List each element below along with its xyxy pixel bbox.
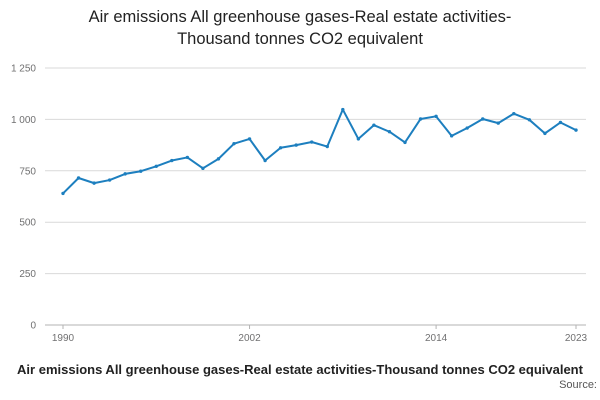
chart-title-line1: Air emissions All greenhouse gases-Real … [88,8,512,26]
data-point [465,126,469,130]
x-tick-label: 1990 [52,333,75,344]
y-tick-label: 0 [30,321,36,332]
x-tick-label: 2023 [565,333,588,344]
y-gridlines [45,67,586,326]
x-tick-label: 2014 [425,333,448,344]
data-point [418,117,423,121]
data-point [527,118,532,122]
emissions-line-series [61,107,578,196]
data-point [558,120,563,125]
data-point [123,172,127,176]
y-tick-label: 1 000 [11,115,36,126]
emissions-line [62,108,577,195]
data-point [434,114,438,119]
y-axis-labels: 0 250 500 750 1 000 1 250 [11,64,36,332]
data-point [372,123,376,127]
footer-caption-text: Air emissions All greenhouse gases-Real … [17,362,583,377]
footer-caption: Air emissions All greenhouse gases-Real … [0,361,600,379]
data-point [232,141,236,146]
data-point [216,157,221,161]
data-point [481,117,485,121]
data-point [341,107,345,112]
data-point [201,166,205,171]
y-tick-label: 1 250 [11,64,36,75]
data-point [449,134,454,138]
data-point [278,146,283,150]
data-point [325,144,329,149]
chart-title-line2: Thousand tonnes CO2 equivalent [177,29,423,48]
y-tick-label: 250 [19,269,36,280]
source-label: Source: [559,379,597,391]
data-point [76,176,81,180]
x-axis: 1990 2002 2014 2023 [52,325,588,344]
data-point [61,191,65,196]
data-point [543,131,547,136]
data-point [310,140,314,144]
line-chart: 0 250 500 750 1 000 1 250 1990 2002 2014 2023 [11,64,588,345]
data-point [263,158,267,163]
data-point [154,164,158,168]
data-point [387,130,392,134]
data-point [356,137,361,141]
y-tick-label: 750 [19,166,36,177]
chart-title: Air emissions All greenhouse gases-Real … [0,7,600,51]
data-point [92,181,96,185]
data-point [247,137,252,141]
data-point [574,128,578,132]
data-point [139,169,143,173]
data-point [107,178,112,182]
data-point [294,143,298,147]
x-tick-label: 2002 [238,333,261,344]
data-point [512,111,516,116]
data-point [403,140,407,145]
data-point [170,158,174,163]
data-point [496,121,500,125]
y-tick-label: 500 [19,218,36,229]
data-point [185,155,190,160]
